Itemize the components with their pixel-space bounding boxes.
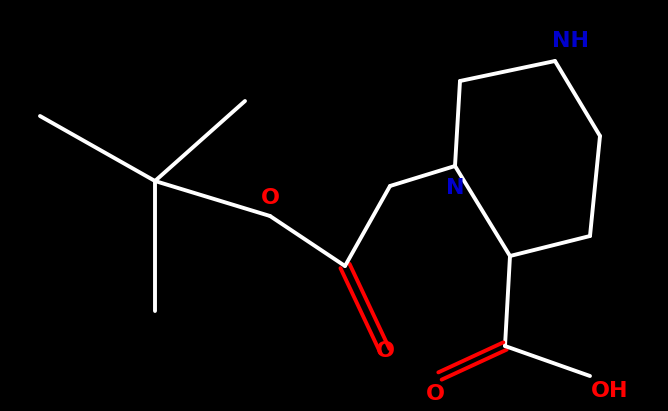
Text: N: N — [446, 178, 464, 198]
Text: NH: NH — [552, 31, 589, 51]
Text: OH: OH — [591, 381, 629, 401]
Text: O: O — [261, 188, 279, 208]
Text: O: O — [375, 341, 395, 361]
Text: O: O — [426, 384, 444, 404]
